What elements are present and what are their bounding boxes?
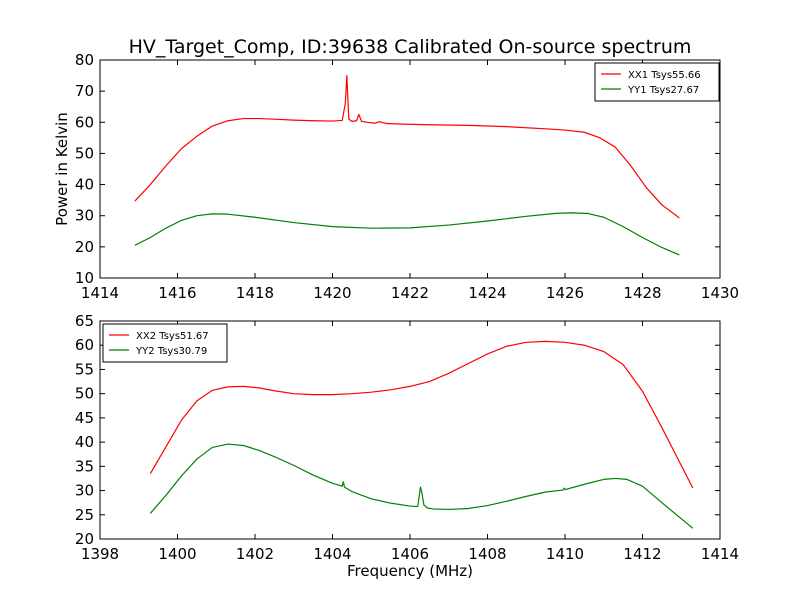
x-tick-label: 1418 — [236, 284, 274, 302]
y-tick-label: 70 — [75, 82, 94, 100]
y-tick-label: 55 — [75, 360, 94, 378]
series-line-1-1 — [134, 74, 680, 219]
x-tick-label: 1402 — [236, 545, 274, 563]
y-tick-label: 25 — [75, 506, 94, 524]
y-tick-label: 80 — [75, 51, 94, 69]
y-tick-label: 60 — [75, 113, 94, 131]
x-tick-label: 1428 — [623, 284, 661, 302]
x-tick-label: 1398 — [81, 545, 119, 563]
legend-box — [594, 62, 720, 102]
y-tick-label: 20 — [75, 530, 94, 548]
x-tick-label: 1422 — [391, 284, 429, 302]
y-tick-label: 40 — [75, 433, 94, 451]
x-tick-label: 1410 — [546, 545, 584, 563]
x-tick-label: 1400 — [158, 545, 196, 563]
x-tick-label: 1416 — [158, 284, 196, 302]
y-tick-label: 35 — [75, 457, 94, 475]
chart-title: HV_Target_Comp, ID:39638 Calibrated On-s… — [129, 36, 692, 58]
y-tick-label: 50 — [75, 385, 94, 403]
y-tick-label: 30 — [75, 207, 94, 225]
legend: XX2 Tsys51.67 YY2 Tsys30.79 — [102, 323, 228, 363]
legend-label: YY1 Tsys27.67 — [627, 85, 699, 96]
y-tick-label: 60 — [75, 336, 94, 354]
legend-label: XX1 Tsys55.66 — [628, 70, 701, 81]
legend-label: YY2 Tsys30.79 — [135, 346, 207, 357]
x-tick-label: 1426 — [546, 284, 584, 302]
y-tick-label: 30 — [75, 482, 94, 500]
x-tick-label: 1414 — [701, 545, 739, 563]
y-axis-label: Power in Kelvin — [53, 112, 71, 226]
series-line-2-2 — [149, 443, 694, 529]
x-tick-label: 1424 — [468, 284, 506, 302]
legend-box — [102, 323, 228, 363]
x-tick-label: 1406 — [391, 545, 429, 563]
y-tick-label: 45 — [75, 409, 94, 427]
x-tick-label: 1420 — [313, 284, 351, 302]
x-tick-label: 1412 — [623, 545, 661, 563]
x-axis-label: Frequency (MHz) — [347, 562, 473, 580]
legend: XX1 Tsys55.66 YY1 Tsys27.67 — [594, 62, 720, 102]
legend-label: XX2 Tsys51.67 — [136, 331, 209, 342]
y-tick-label: 10 — [75, 269, 94, 287]
series-line-1-2 — [134, 212, 680, 256]
bottom-subplot: 1398 1400 1402 1404 1406 1408 1410 1412 1414 20 25… — [75, 312, 739, 580]
y-tick-label: 40 — [75, 176, 94, 194]
x-tick-label: 1414 — [81, 284, 119, 302]
top-subplot: 1414 1416 1418 1420 1422 1424 1426 1428 1430 10 20… — [53, 51, 739, 302]
x-tick-label: 1408 — [468, 545, 506, 563]
x-tick-label: 1404 — [313, 545, 351, 563]
y-tick-label: 65 — [75, 312, 94, 330]
x-tick-label: 1430 — [701, 284, 739, 302]
y-tick-label: 50 — [75, 144, 94, 162]
y-tick-label: 20 — [75, 238, 94, 256]
series-line-2-1 — [149, 340, 694, 489]
